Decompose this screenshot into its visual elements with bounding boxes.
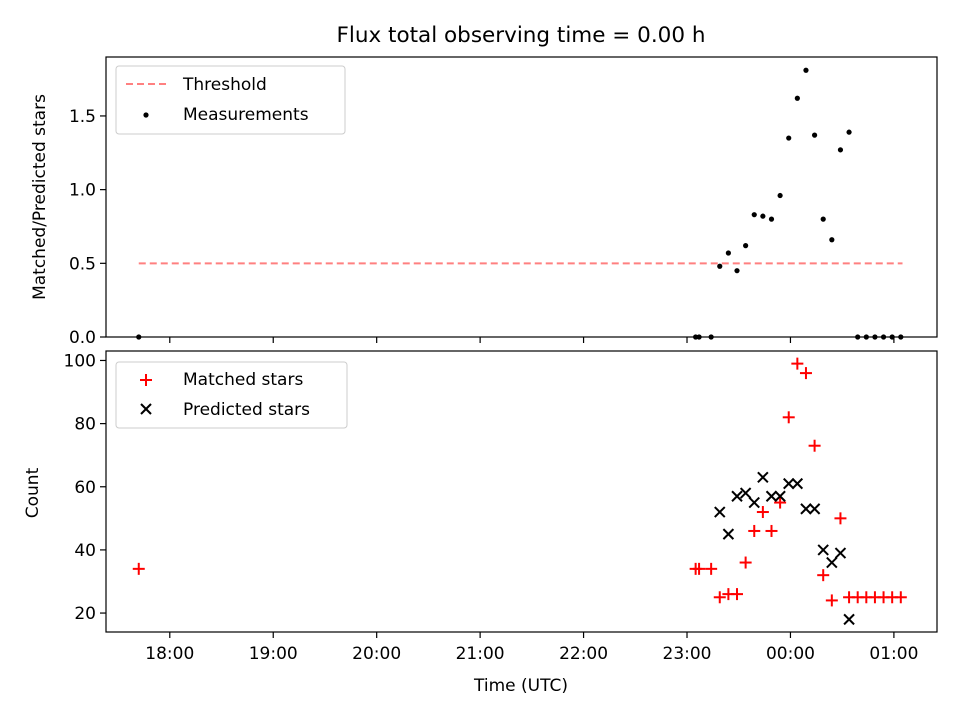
matched-star-point (731, 588, 744, 601)
top-y-tick-label: 0.0 (69, 328, 96, 348)
measurement-point (820, 216, 826, 222)
bottom-y-tick-label: 60 (74, 478, 96, 498)
top-y-tick-label: 1.0 (69, 181, 96, 201)
measurement-point (794, 95, 800, 101)
bottom-panel: 20 40 60 80 100 18:00 19:00 20:00 21:00 22:00 23:… (23, 350, 938, 696)
matched-star-point (808, 439, 821, 452)
matched-star-point (817, 569, 830, 582)
bottom-y-tick-label: 80 (74, 415, 96, 435)
predicted-star-point (757, 471, 769, 483)
predicted-star-point (731, 490, 743, 502)
top-axes-frame (105, 56, 938, 338)
predicted-star-point (834, 547, 847, 559)
bottom-y-tick-label: 20 (74, 604, 96, 624)
measurement-point (777, 192, 783, 199)
top-y-axis: 0.0 0.5 1.0 1.5 (69, 107, 106, 348)
predicted-star-point (808, 503, 821, 515)
bottom-data-marks (132, 357, 907, 626)
measurement-point (786, 135, 792, 141)
x-tick-label: 20:00 (352, 644, 401, 664)
matched-star-point (894, 591, 907, 604)
measurement-point (811, 132, 818, 138)
measurement-point (803, 67, 809, 73)
x-tick-label: 22:00 (559, 644, 608, 664)
matched-star-point (756, 506, 769, 519)
matched-star-point (132, 562, 145, 575)
matched-star-point (799, 367, 812, 380)
matched-star-point (739, 556, 752, 569)
matched-star-point (765, 524, 778, 537)
predicted-star-point (739, 487, 752, 499)
bottom-x-axis: 18:00 19:00 20:00 21:00 22:00 23:00 00:00 01:00 (145, 632, 918, 664)
matched-star-point (825, 594, 838, 607)
bottom-y-tick-label: 40 (74, 541, 96, 561)
bottom-y-tick-label: 100 (64, 351, 96, 371)
top-panel: 0.0 0.5 1.0 1.5 Matched/Predicted stars Thr… (30, 56, 938, 348)
predicted-star-point (783, 477, 795, 490)
legend-measurements-label: Measurements (183, 105, 309, 125)
x-tick-label: 00:00 (766, 644, 815, 664)
predicted-star-point (765, 490, 778, 502)
top-x-ticks (169, 337, 895, 343)
measurement-point (846, 129, 852, 135)
x-tick-label: 01:00 (869, 644, 918, 664)
top-y-tick-label: 0.5 (69, 254, 96, 274)
figure-title: Flux total observing time = 0.00 h (337, 23, 706, 48)
x-tick-label: 23:00 (663, 644, 712, 664)
top-legend: Threshold Measurements (115, 65, 346, 135)
legend-matched-label: Matched stars (183, 370, 303, 390)
measurement-point (717, 263, 723, 269)
predicted-star-point (800, 503, 812, 515)
matched-star-point (774, 496, 787, 509)
matched-star-point (834, 512, 847, 525)
legend-threshold-label: Threshold (182, 75, 267, 95)
measurement-point (768, 216, 775, 222)
predicted-star-point (791, 477, 804, 490)
measurement-point (725, 250, 731, 256)
predicted-star-point (843, 613, 855, 626)
legend-measurements-swatch (143, 112, 149, 118)
bottom-legend: Matched stars Predicted stars (115, 361, 348, 429)
bottom-axes-frame (105, 350, 938, 633)
legend-predicted-label: Predicted stars (183, 400, 310, 420)
measurement-point (743, 243, 749, 249)
matched-star-point (748, 524, 761, 537)
legend-predicted-swatch (140, 403, 152, 415)
bottom-y-axis-label: Count (23, 467, 43, 518)
top-y-tick-label: 1.5 (69, 107, 96, 127)
x-tick-label: 21:00 (456, 644, 505, 664)
measurement-point (837, 147, 844, 153)
bottom-y-axis: 20 40 60 80 100 (64, 351, 106, 624)
bottom-legend-box (115, 361, 348, 429)
predicted-star-point (774, 490, 786, 502)
matched-star-point (693, 562, 706, 575)
measurement-point (760, 213, 766, 219)
matched-star-point (705, 562, 718, 575)
x-axis-label: Time (UTC) (473, 676, 568, 696)
measurement-point (734, 268, 740, 274)
x-tick-label: 19:00 (249, 644, 298, 664)
predicted-star-point (748, 496, 760, 509)
top-y-axis-label: Matched/Predicted stars (30, 94, 50, 300)
measurement-point (751, 212, 757, 218)
predicted-star-point (714, 506, 726, 518)
legend-matched-swatch (140, 374, 152, 386)
measurement-point (829, 237, 835, 243)
predicted-star-point (826, 556, 838, 569)
x-tick-label: 18:00 (145, 644, 194, 664)
top-legend-box (115, 65, 346, 135)
predicted-star-point (722, 528, 735, 540)
predicted-star-point (817, 544, 829, 556)
matched-star-point (791, 357, 804, 370)
matched-star-point (713, 591, 726, 604)
matched-star-point (782, 411, 795, 424)
